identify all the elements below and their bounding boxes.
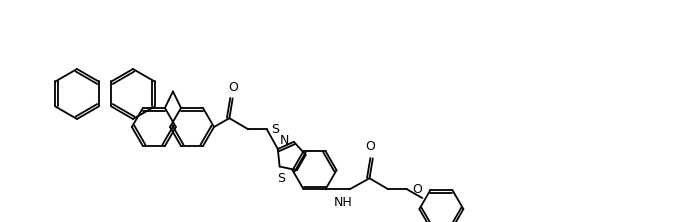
Text: O: O [228,81,237,94]
Text: S: S [277,172,285,184]
Text: S: S [271,123,279,136]
Text: N: N [279,134,289,147]
Text: O: O [365,141,375,153]
Text: O: O [412,183,422,196]
Text: NH: NH [334,196,352,209]
